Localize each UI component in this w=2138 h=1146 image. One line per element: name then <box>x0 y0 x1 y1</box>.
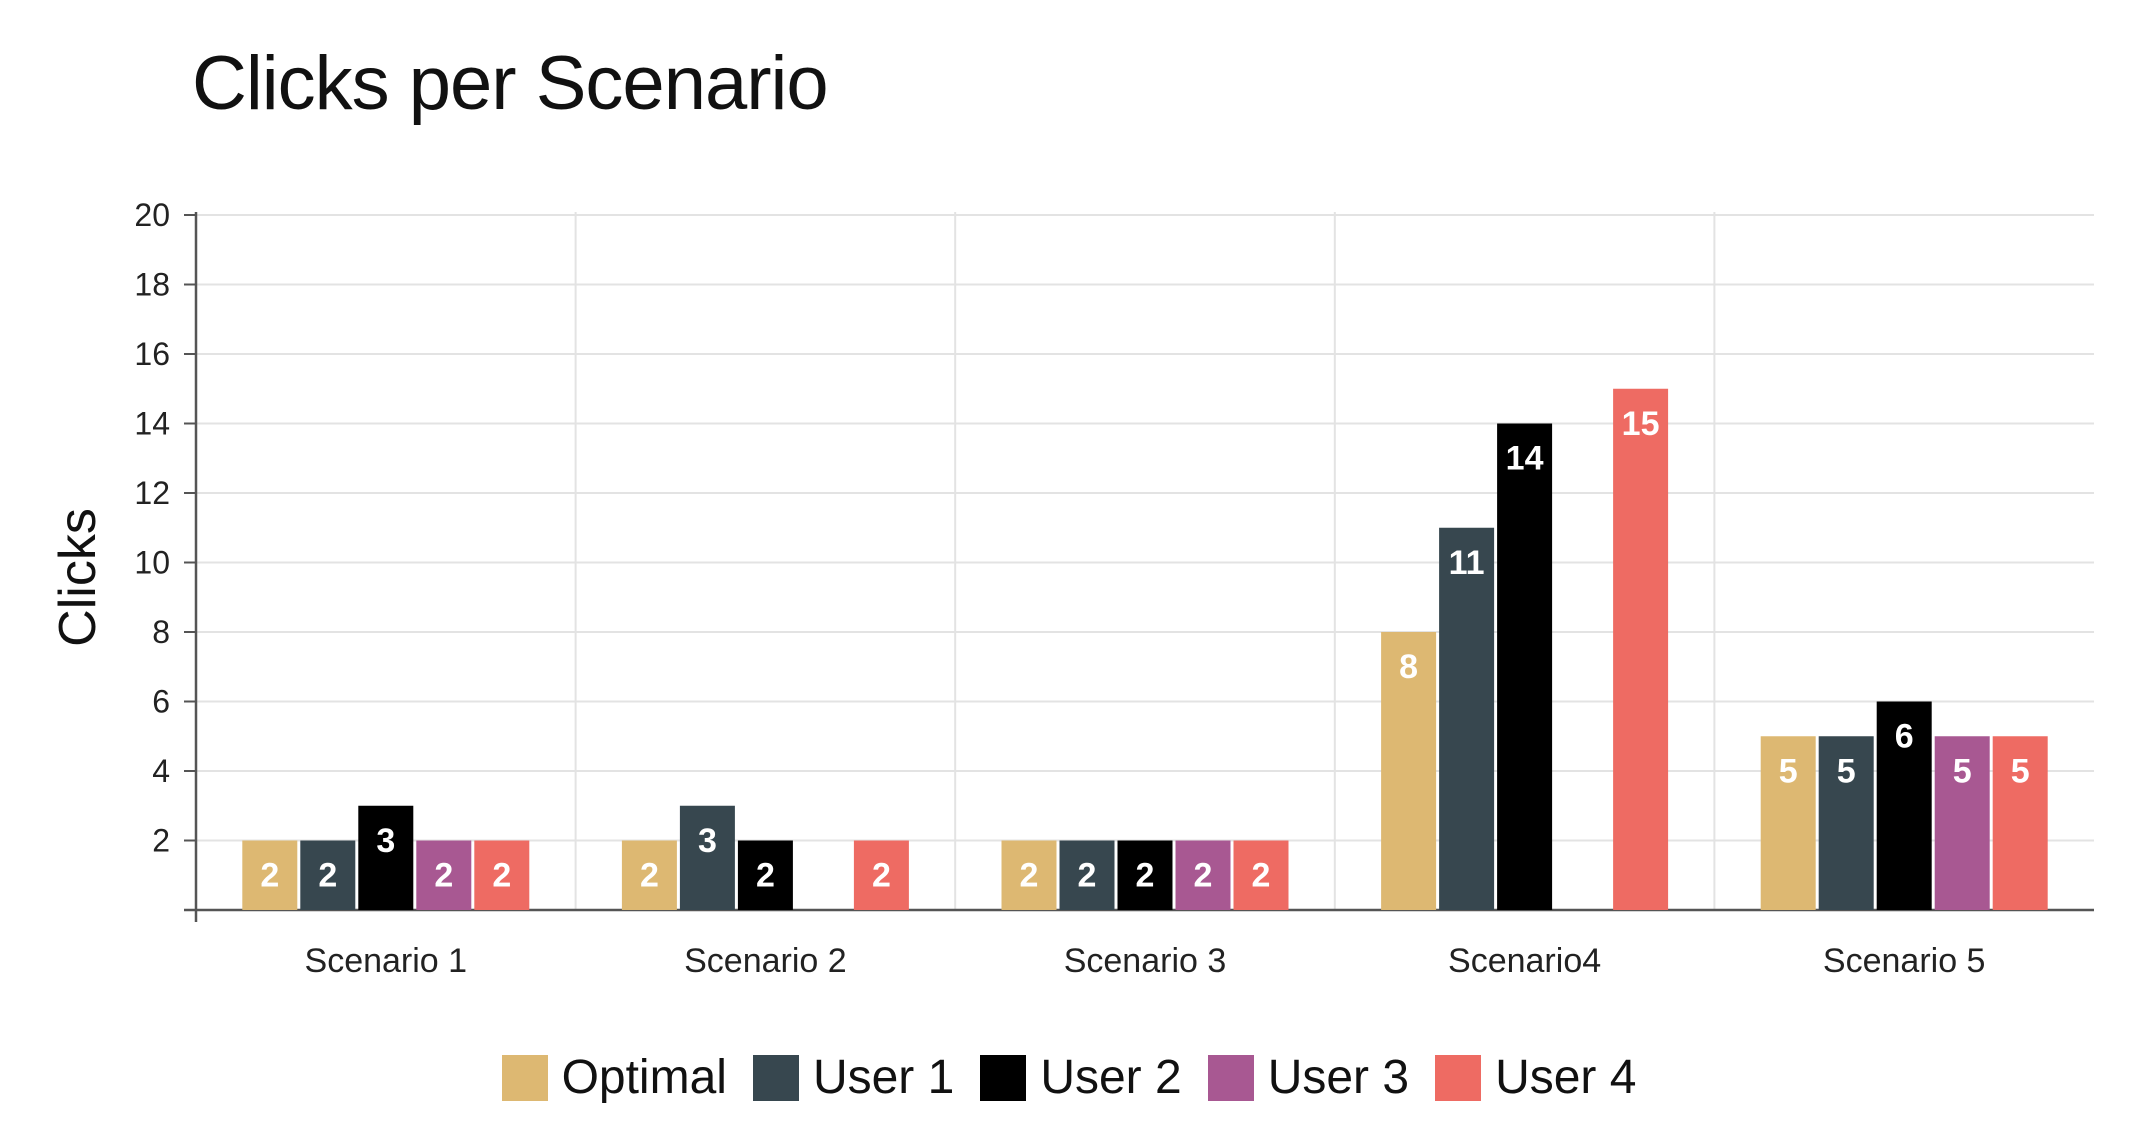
legend-label: User 4 <box>1495 1051 1637 1104</box>
y-tick-label: 8 <box>152 614 170 650</box>
bar-value-label: 14 <box>1506 440 1544 478</box>
bar-value-label: 2 <box>1252 857 1271 895</box>
bar-value-label: 2 <box>1078 857 1097 895</box>
x-tick-label: Scenario 5 <box>1823 942 1986 980</box>
legend-label: User 2 <box>1040 1051 1182 1104</box>
bar-optimal <box>242 840 298 910</box>
bar-value-label: 2 <box>492 857 511 895</box>
bar-value-label: 11 <box>1449 544 1485 582</box>
bar-value-label: 2 <box>434 857 453 895</box>
legend-label: User 1 <box>812 1051 955 1104</box>
bar-optimal <box>1001 840 1057 910</box>
bar-value-label: 2 <box>260 857 279 895</box>
chart-title: Clicks per Scenario <box>192 41 829 126</box>
bar-value-label: 3 <box>698 822 717 860</box>
legend-swatch <box>1207 1054 1254 1101</box>
bar-value-label: 3 <box>376 822 395 860</box>
bar-user-2 <box>1876 701 1932 910</box>
bar-value-label: 6 <box>1895 718 1914 756</box>
labels: 2 4 6 8 10 12 14 16 18 20 Clicks 2 2 3 2 2 Scenario 1 2 3 2… <box>49 197 2030 980</box>
legend-swatch <box>1435 1054 1482 1101</box>
bar-user-3 <box>1175 840 1231 910</box>
bar-user-1 <box>679 805 735 910</box>
bar-optimal <box>621 840 677 910</box>
bar-user-4 <box>1992 736 2048 910</box>
bar-value-label: 2 <box>1136 857 1155 895</box>
y-tick-label: 4 <box>152 753 170 789</box>
bar-user-4 <box>474 840 530 910</box>
x-tick-label: Scenario4 <box>1448 942 1601 980</box>
bar-user-2 <box>737 840 793 910</box>
bar-user-2 <box>358 805 414 910</box>
y-tick-label: 6 <box>152 684 170 720</box>
grid-lines <box>196 212 2094 910</box>
legend-label: Optimal <box>561 1051 727 1104</box>
legend-swatch <box>752 1054 799 1101</box>
bar-user-2 <box>1117 840 1173 910</box>
bar-optimal <box>1760 736 1816 910</box>
y-tick-label: 18 <box>134 267 170 303</box>
y-tick-label: 2 <box>152 823 170 859</box>
bars <box>242 388 2048 910</box>
legend-item[interactable]: User 4 <box>1435 1050 1636 1105</box>
bar-value-label: 2 <box>1194 857 1213 895</box>
y-tick-label: 16 <box>134 336 170 372</box>
bar-user-1 <box>300 840 356 910</box>
x-tick-label: Scenario 3 <box>1064 942 1227 980</box>
legend-label: User 3 <box>1267 1051 1410 1104</box>
bar-user-4 <box>853 840 909 910</box>
y-tick-label: 14 <box>134 406 170 442</box>
legend-item[interactable]: Optimal <box>501 1050 727 1105</box>
y-tick-label: 10 <box>134 545 170 581</box>
legend: Optimal User 1 User 2 User 3 User 4 <box>0 1050 2138 1105</box>
legend-swatch <box>980 1054 1027 1101</box>
bar-user-3 <box>1934 736 1990 910</box>
bar-user-2 <box>1497 423 1553 910</box>
bar-user-3 <box>416 840 472 910</box>
bar-value-label: 15 <box>1622 405 1660 443</box>
bar-optimal <box>1381 632 1437 910</box>
y-tick-label: 20 <box>134 197 170 233</box>
bar-value-label: 2 <box>1020 857 1039 895</box>
bar-value-label: 2 <box>756 857 775 895</box>
y-tick-label: 12 <box>134 475 170 511</box>
bar-user-1 <box>1818 736 1874 910</box>
bar-user-1 <box>1439 527 1495 910</box>
bar-value-label: 5 <box>1953 752 1972 790</box>
legend-item[interactable]: User 2 <box>980 1050 1182 1105</box>
bar-value-label: 5 <box>2011 752 2030 790</box>
bar-user-1 <box>1059 840 1115 910</box>
bar-user-4 <box>1233 840 1289 910</box>
bar-value-label: 5 <box>1837 752 1856 790</box>
bar-value-label: 2 <box>640 857 659 895</box>
bar-value-label: 8 <box>1399 648 1418 686</box>
bar-user-4 <box>1613 388 1669 910</box>
legend-swatch <box>501 1054 548 1101</box>
bar-value-label: 2 <box>872 857 891 895</box>
y-axis-label: Clicks <box>49 508 107 647</box>
x-tick-label: Scenario 1 <box>305 942 468 980</box>
legend-item[interactable]: User 1 <box>752 1050 955 1105</box>
x-tick-label: Scenario 2 <box>684 942 847 980</box>
bar-value-label: 5 <box>1779 752 1798 790</box>
legend-item[interactable]: User 3 <box>1207 1050 1410 1105</box>
bar-value-label: 2 <box>318 857 337 895</box>
